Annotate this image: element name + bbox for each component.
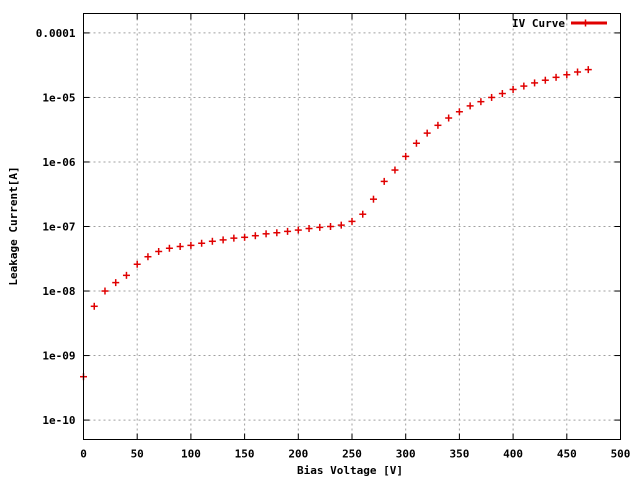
data-point	[187, 241, 195, 249]
data-point	[219, 236, 227, 244]
data-point	[251, 232, 259, 240]
y-tick-label: 1e-09	[42, 350, 75, 363]
data-point	[466, 102, 474, 110]
data-point	[391, 166, 399, 174]
data-point	[584, 66, 592, 74]
x-tick-label: 200	[288, 448, 308, 461]
data-point	[369, 195, 377, 203]
y-tick-label: 1e-07	[42, 221, 75, 234]
data-point	[445, 114, 453, 122]
data-point	[552, 73, 560, 81]
data-point	[563, 71, 571, 79]
data-point	[176, 242, 184, 250]
data-point	[488, 93, 496, 101]
x-axis-title: Bias Voltage [V]	[297, 464, 403, 477]
data-point	[133, 260, 141, 268]
x-tick-label: 500	[611, 448, 631, 461]
data-point	[273, 229, 281, 237]
data-point	[509, 85, 517, 93]
data-point	[412, 139, 420, 147]
x-tick-label: 450	[557, 448, 577, 461]
data-point	[520, 82, 528, 90]
x-tick-label: 250	[342, 448, 362, 461]
legend: IV Curve	[512, 17, 607, 30]
data-point	[230, 234, 238, 242]
x-tick-label: 100	[181, 448, 201, 461]
data-point	[112, 279, 120, 287]
data-point	[337, 221, 345, 229]
data-point	[262, 230, 270, 238]
data-point	[144, 253, 152, 261]
data-point	[316, 223, 324, 231]
data-point	[402, 152, 410, 160]
data-point	[455, 108, 463, 116]
data-point	[498, 90, 506, 98]
y-tick-label: 0.0001	[36, 27, 76, 40]
data-point	[359, 210, 367, 218]
x-tick-label: 400	[503, 448, 523, 461]
data-point	[198, 239, 206, 247]
y-tick-labels: 1e-10 1e-09 1e-08 1e-07 1e-06 1e-05 0.0001	[36, 27, 76, 427]
y-tick-label: 1e-10	[42, 414, 75, 427]
data-point	[531, 79, 539, 87]
data-point	[165, 244, 173, 252]
data-point	[284, 227, 292, 235]
data-point	[241, 233, 249, 241]
data-point	[477, 98, 485, 106]
data-point	[434, 121, 442, 129]
plot-frame	[83, 13, 621, 440]
grid-lines	[83, 13, 621, 440]
axis-ticks	[83, 13, 621, 440]
legend-label: IV Curve	[512, 17, 565, 30]
data-point	[574, 68, 582, 76]
x-tick-label: 300	[396, 448, 416, 461]
data-point	[305, 225, 313, 233]
data-point	[122, 271, 130, 279]
data-point	[208, 237, 216, 245]
x-tick-labels: 0 50 100 150 200 250 300 350 400 450 500	[80, 448, 630, 461]
x-tick-label: 350	[449, 448, 469, 461]
data-points	[80, 66, 592, 381]
y-tick-label: 1e-06	[42, 156, 75, 169]
data-point	[327, 223, 335, 230]
data-point	[90, 302, 98, 310]
y-axis-title: Leakage Current[A]	[7, 166, 20, 285]
data-point	[101, 287, 109, 295]
data-point	[155, 247, 163, 255]
x-tick-label: 50	[131, 448, 144, 461]
y-tick-label: 1e-05	[42, 91, 75, 104]
data-point	[423, 129, 431, 137]
data-point	[294, 226, 302, 234]
data-point	[348, 217, 356, 225]
x-tick-label: 150	[235, 448, 255, 461]
y-tick-label: 1e-08	[42, 285, 75, 298]
data-point	[541, 76, 549, 84]
data-point	[380, 177, 388, 185]
x-tick-label: 0	[80, 448, 87, 461]
